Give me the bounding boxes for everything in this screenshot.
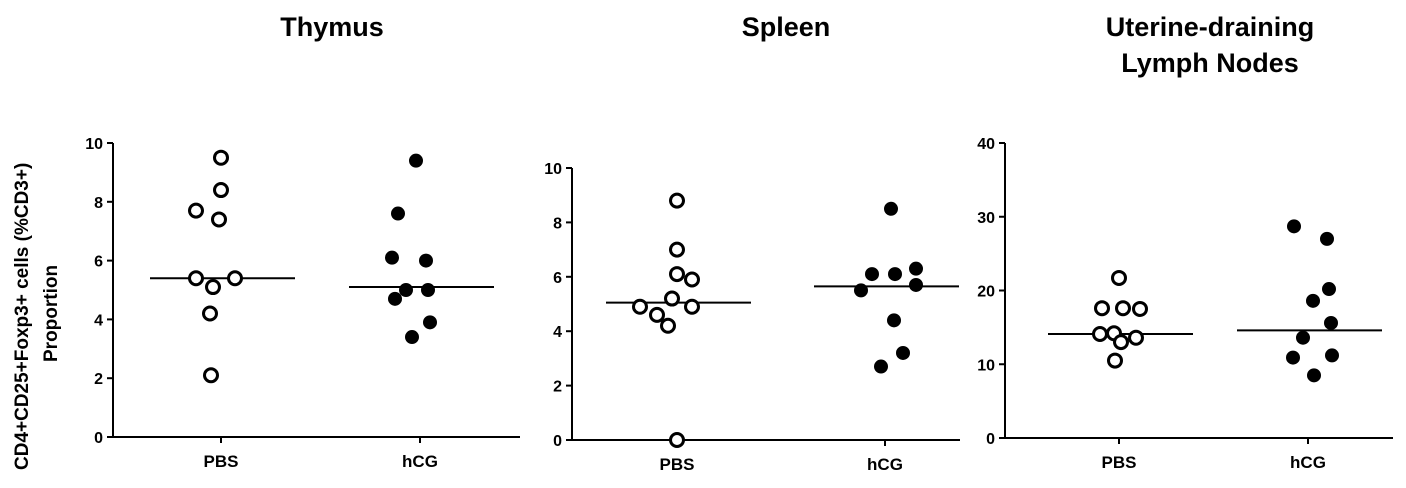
x-tick-label: hCG — [867, 455, 903, 474]
data-point-open — [188, 270, 204, 287]
y-tick-label: 4 — [553, 324, 562, 341]
chart-panel-3: Uterine-draining Lymph Nodes 0 10 20 30 40 PBS h… — [977, 12, 1393, 472]
data-point-open — [1132, 300, 1148, 317]
x-tick-label: PBS — [204, 452, 239, 471]
data-point-filled — [1307, 368, 1321, 383]
data-point-filled — [1320, 231, 1334, 246]
x-tick-label: hCG — [1290, 453, 1326, 472]
data-point-filled — [391, 206, 405, 221]
data-point-filled — [884, 201, 898, 216]
data-point-filled — [421, 283, 435, 297]
y-tick-label: 4 — [94, 312, 103, 329]
y-axis-label-line2: Proportion — [41, 264, 62, 362]
chart-panel-2: Spleen 0 2 4 6 8 10 PBS hCG — [544, 12, 960, 474]
data-point-open — [1092, 326, 1108, 343]
data-point-open — [211, 211, 227, 228]
data-point-filled — [419, 253, 433, 268]
data-point-open — [669, 266, 685, 283]
data-point-filled — [1296, 330, 1310, 345]
data-point-filled — [423, 315, 437, 330]
data-point-filled — [1322, 282, 1336, 297]
data-point-open — [1113, 334, 1129, 351]
data-point-open — [1128, 329, 1144, 346]
panel-title: Uterine-draining — [1106, 12, 1315, 42]
y-tick-label: 10 — [544, 161, 562, 178]
data-point-filled — [865, 267, 879, 282]
chart-panel-1: Thymus 0 2 4 6 8 10 PBS hCG — [85, 12, 520, 471]
y-tick-label: 10 — [977, 357, 995, 374]
data-point-filled — [409, 153, 423, 168]
data-point-filled — [874, 359, 888, 374]
data-point-open — [669, 241, 685, 258]
data-point-filled — [1287, 219, 1301, 234]
y-tick-label: 8 — [94, 195, 103, 212]
y-axis-label-line1: CD4+CD25+Foxp3+ cells (%CD3+) — [12, 162, 33, 470]
y-tick-label: 20 — [977, 284, 995, 301]
y-tick-label: 40 — [977, 136, 995, 153]
data-point-open — [213, 149, 229, 166]
data-point-open — [684, 298, 700, 315]
data-point-open — [205, 279, 221, 296]
data-point-filled — [385, 250, 399, 265]
data-point-open — [649, 306, 665, 323]
data-point-open — [684, 271, 700, 288]
x-tick-label: PBS — [1102, 453, 1137, 472]
data-point-open — [632, 298, 648, 315]
data-point-open — [669, 192, 685, 209]
y-tick-label: 30 — [977, 210, 995, 227]
data-point-open — [202, 305, 218, 322]
data-point-filled — [1325, 348, 1339, 363]
data-point-filled — [887, 313, 901, 328]
data-point-filled — [896, 345, 910, 360]
data-point-filled — [1286, 350, 1300, 365]
data-point-open — [203, 367, 219, 384]
panel-title: Thymus — [280, 12, 384, 42]
data-point-open — [660, 317, 676, 334]
y-tick-label: 2 — [553, 379, 562, 396]
data-point-filled — [388, 291, 402, 306]
data-point-filled — [854, 283, 868, 298]
y-tick-label: 2 — [94, 371, 103, 388]
panel-title: Spleen — [742, 12, 831, 42]
data-point-open — [227, 270, 243, 287]
data-point-open — [188, 202, 204, 219]
data-point-open — [213, 182, 229, 199]
y-axis-label: CD4+CD25+Foxp3+ cells (%CD3+) Proportion — [0, 0, 80, 483]
data-point-filled — [909, 261, 923, 276]
y-tick-label: 10 — [85, 136, 103, 153]
y-tick-label: 0 — [553, 433, 562, 450]
y-tick-label: 8 — [553, 215, 562, 232]
data-point-filled — [399, 283, 413, 297]
y-tick-label: 0 — [94, 430, 103, 447]
data-point-open — [669, 432, 685, 448]
y-tick-label: 0 — [986, 431, 995, 448]
data-point-filled — [405, 330, 419, 345]
data-point-filled — [888, 267, 902, 282]
data-point-filled — [909, 277, 923, 292]
panel-title: Lymph Nodes — [1121, 48, 1299, 78]
data-point-open — [1094, 300, 1110, 317]
y-tick-label: 6 — [553, 270, 562, 287]
y-tick-label: 6 — [94, 254, 103, 271]
data-point-filled — [1324, 315, 1338, 330]
data-point-open — [1111, 269, 1127, 286]
data-point-open — [664, 290, 680, 307]
data-point-open — [1115, 300, 1131, 317]
data-point-open — [1107, 352, 1123, 369]
x-tick-label: hCG — [402, 452, 438, 471]
x-tick-label: PBS — [660, 455, 695, 474]
data-point-filled — [1306, 293, 1320, 308]
